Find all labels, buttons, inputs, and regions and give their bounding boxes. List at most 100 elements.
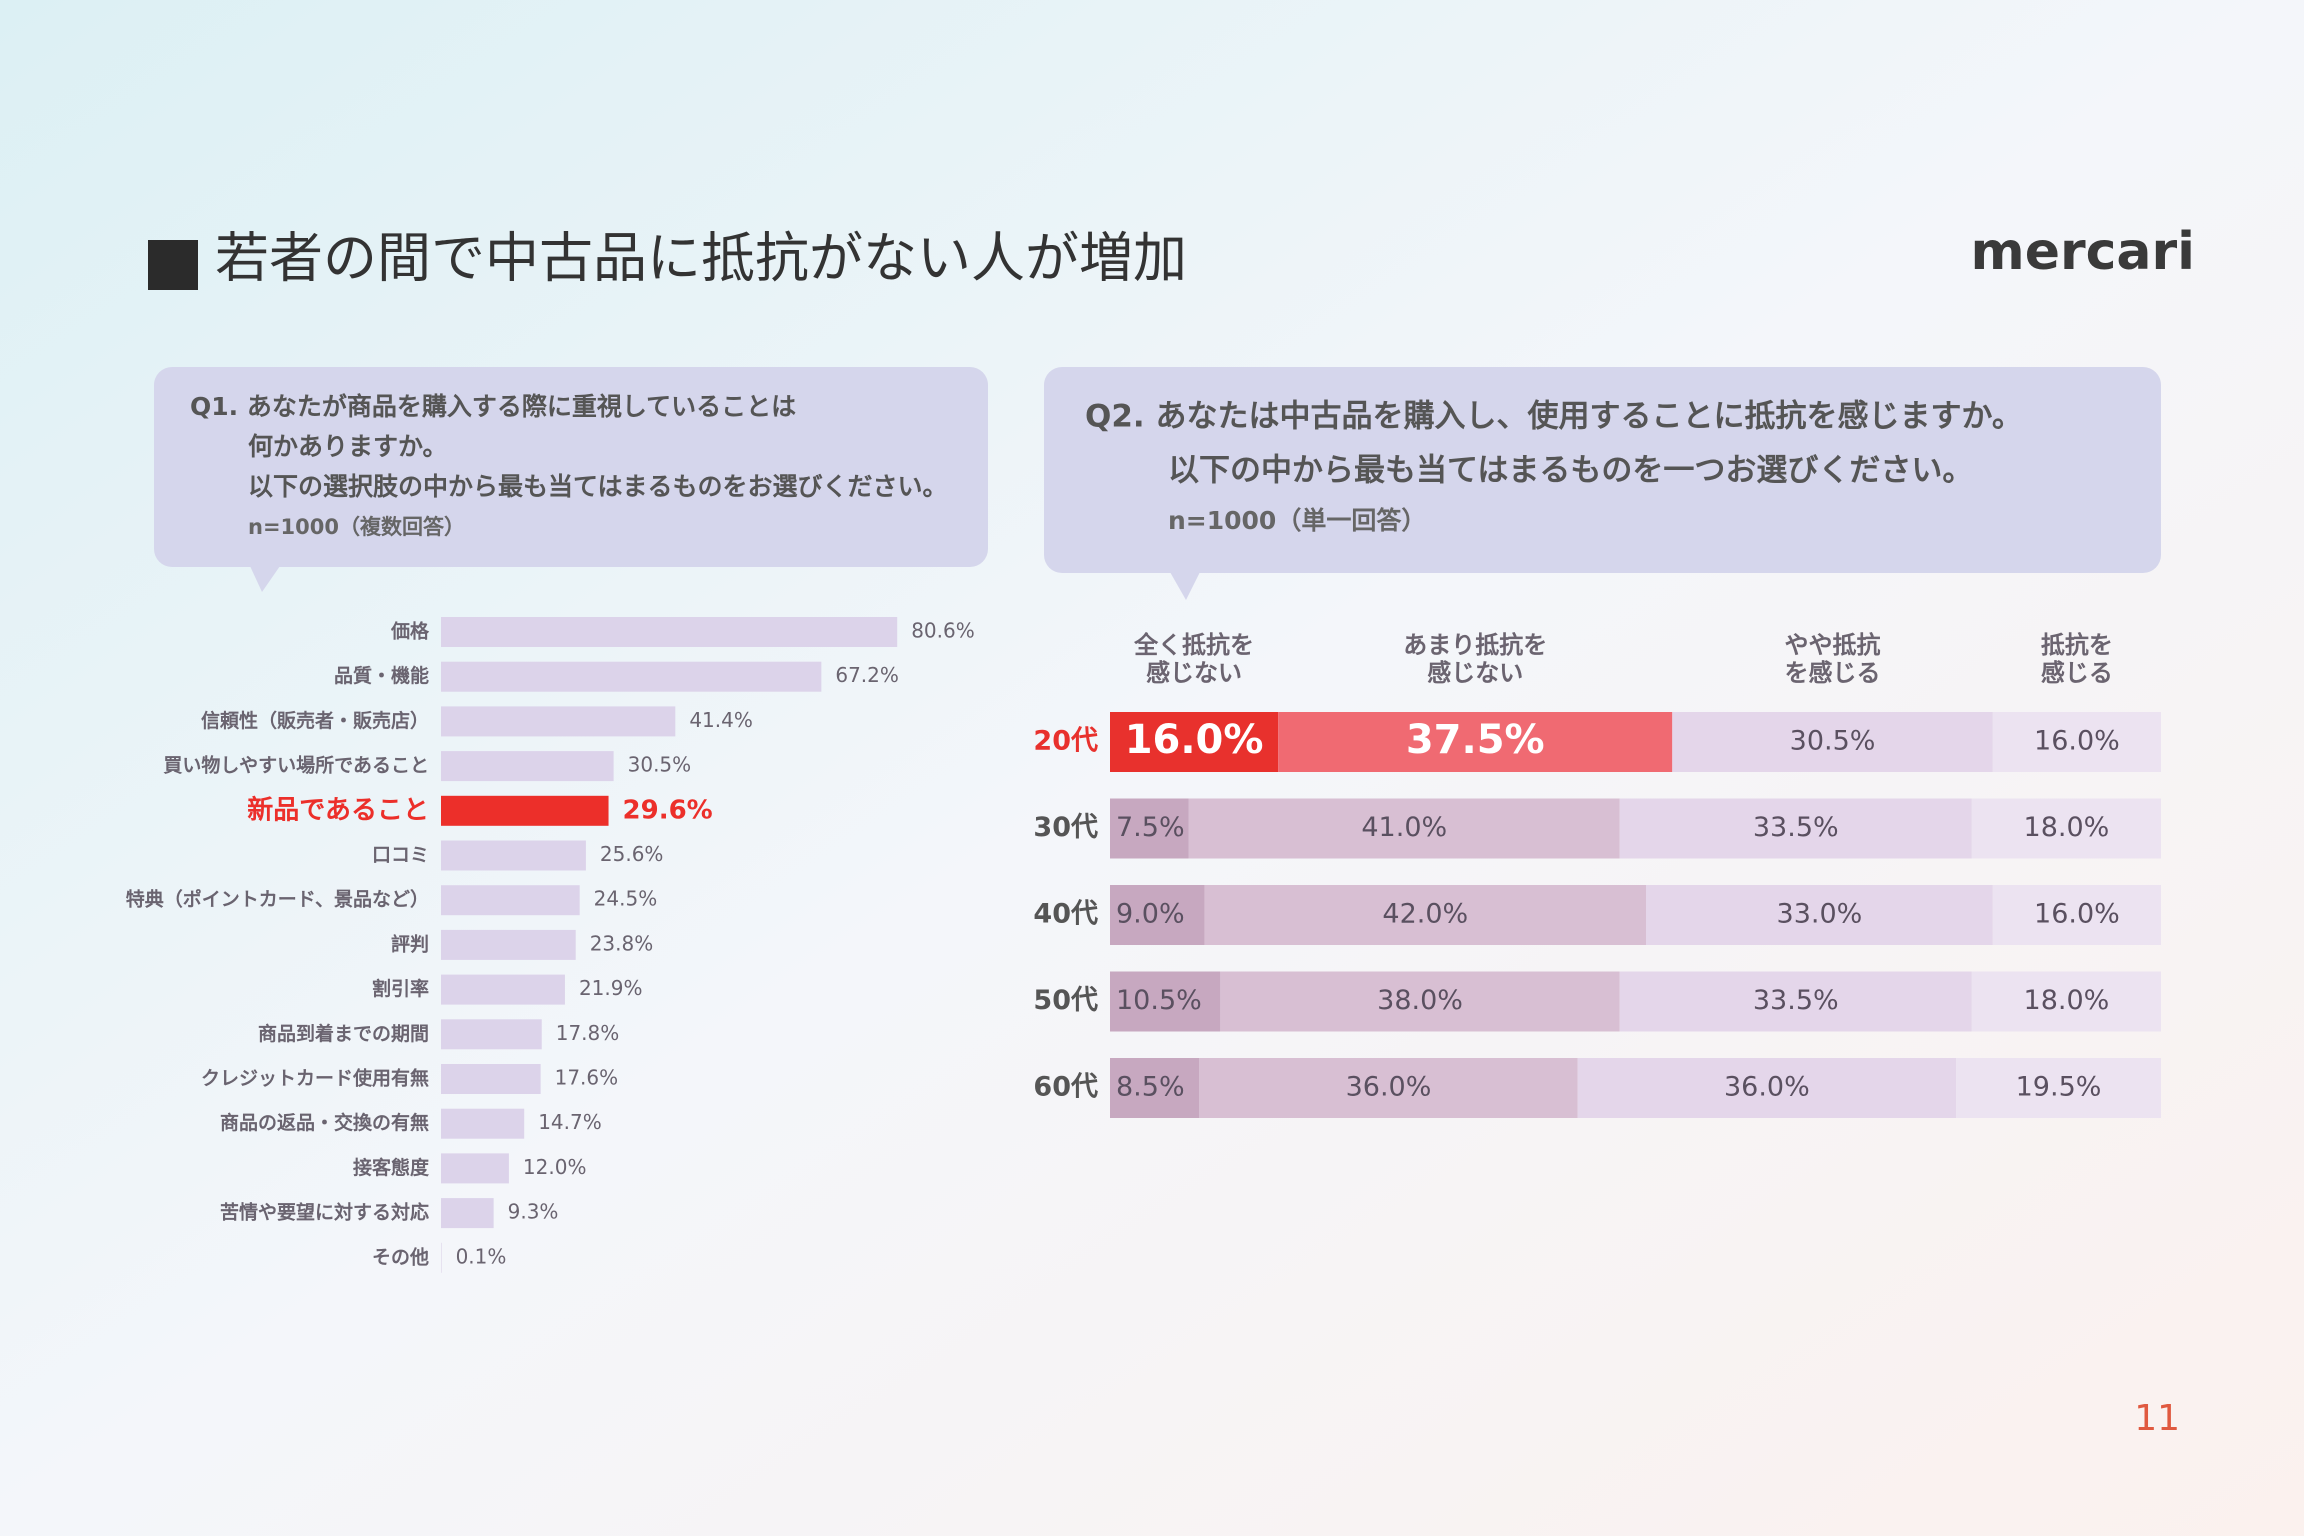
segment: [1204, 885, 1647, 945]
value-label: 9.3%: [508, 1200, 559, 1224]
category-label: 特典（ポイントカード、景品など）: [126, 888, 429, 911]
value-label: 14.7%: [538, 1110, 602, 1134]
value-label: 29.6%: [623, 795, 713, 825]
value-label: 33.5%: [1753, 985, 1839, 1016]
q2-pointer: [1170, 572, 1200, 600]
logo: mercari: [1971, 222, 2195, 282]
bar: [441, 1019, 542, 1050]
sample-note: n=1000（単一回答）: [1168, 506, 1426, 535]
title-square: [148, 240, 198, 290]
segment: [1619, 971, 1972, 1032]
value-label: 16.0%: [2034, 899, 2120, 930]
legend-item: 全く抵抗を感じない: [1134, 632, 1255, 687]
segment: [1110, 885, 1205, 945]
bar: [441, 885, 580, 916]
page-number: 11: [2134, 1398, 2180, 1439]
category-label: 品質・機能: [334, 664, 429, 687]
value-label: 38.0%: [1377, 985, 1463, 1016]
question-line: 以下の選択肢の中から最も当てはまるものをお選びください。: [248, 472, 948, 501]
category-label: 口コミ: [372, 844, 429, 866]
bar: [441, 1108, 525, 1139]
value-label: 42.0%: [1382, 899, 1468, 930]
category-label: 商品の返品・交換の有無: [220, 1111, 429, 1134]
bar: [441, 1064, 541, 1094]
bar: [441, 795, 609, 826]
segment: [1672, 712, 1993, 772]
segment: [1619, 798, 1972, 859]
category-label: 60代: [1033, 1072, 1098, 1103]
segment: [1956, 1058, 2161, 1118]
bar: [441, 1198, 494, 1229]
value-label: 30.5%: [1790, 726, 1876, 757]
value-label: 7.5%: [1116, 812, 1185, 843]
legend-item: あまり抵抗を感じない: [1403, 632, 1548, 687]
value-label: 16.0%: [1125, 717, 1264, 763]
category-label: 割引率: [372, 977, 429, 1000]
category-label: 買い物しやすい場所であること: [163, 754, 429, 777]
value-label: 0.1%: [456, 1244, 507, 1268]
segment: [1110, 798, 1189, 859]
bar: [441, 617, 898, 647]
category-label: 接客態度: [353, 1156, 430, 1179]
value-label: 19.5%: [2016, 1072, 2102, 1103]
value-label: 33.5%: [1753, 812, 1839, 843]
value-label: 17.8%: [556, 1021, 620, 1045]
segment: [1992, 712, 2161, 772]
segment: [1110, 712, 1279, 772]
bar: [441, 751, 614, 782]
category-label: その他: [372, 1245, 429, 1268]
segment: [1110, 971, 1221, 1032]
segment: [1220, 971, 1620, 1032]
value-label: 41.4%: [689, 708, 753, 732]
q1-pointer: [250, 566, 280, 592]
legend-item: やや抵抗を感じる: [1784, 632, 1881, 687]
legend-item-box: 抵抗を感じる: [2040, 632, 2113, 687]
segment: [1971, 798, 2161, 859]
value-label: 12.0%: [523, 1155, 587, 1179]
category-label: 20代: [1033, 726, 1098, 757]
category-label: 評判: [391, 932, 429, 955]
segment: [1110, 1058, 1200, 1118]
bar: [441, 1153, 509, 1184]
value-label: 30.5%: [628, 753, 692, 777]
value-label: 23.8%: [590, 931, 654, 955]
category-label: 50代: [1033, 985, 1098, 1016]
value-label: 9.0%: [1116, 899, 1185, 930]
category-label: 新品であること: [247, 794, 429, 825]
slide-title: 若者の間で中古品に抵抗がない人が増加: [215, 227, 1187, 290]
value-label: 37.5%: [1406, 717, 1545, 763]
question-line: Q1. あなたが商品を購入する際に重視していることは: [190, 392, 796, 421]
value-label: 16.0%: [2034, 726, 2120, 757]
bar: [441, 661, 822, 692]
value-label: 21.9%: [579, 976, 643, 1000]
legend-item: 抵抗を感じる: [2040, 632, 2113, 687]
value-label: 24.5%: [594, 887, 658, 911]
question-line: 以下の中から最も当てはまるものを一つお選びください。: [1168, 453, 1973, 489]
q2-box: [1044, 367, 2161, 573]
bar: [441, 840, 586, 871]
chart-q2: Q2. あなたは中古品を購入し、使用することに抵抗を感じますか。以下の中から最も…: [1033, 399, 2161, 1118]
segment: [1971, 971, 2161, 1032]
segment: [1646, 885, 1993, 945]
category-label: 価格: [390, 620, 430, 643]
sample-note: n=1000（複数回答）: [248, 515, 465, 539]
category-label: クレジットカード使用有無: [201, 1067, 429, 1090]
value-label: 18.0%: [2024, 985, 2110, 1016]
bar: [441, 974, 565, 1005]
category-label: 苦情や要望に対する対応: [220, 1201, 429, 1224]
value-label: 10.5%: [1116, 985, 1202, 1016]
segment: [1278, 712, 1673, 772]
q1-box: [154, 367, 988, 567]
bar: [441, 706, 676, 737]
segment: [1188, 798, 1620, 859]
legend-item-box: やや抵抗を感じる: [1784, 632, 1881, 687]
question-line: 何かありますか。: [248, 432, 448, 461]
segment: [1577, 1058, 1957, 1118]
category-label: 商品到着までの期間: [258, 1022, 429, 1045]
bar: [441, 929, 576, 960]
value-label: 18.0%: [2024, 812, 2110, 843]
category-label: 30代: [1033, 812, 1098, 843]
value-label: 25.6%: [600, 842, 664, 866]
value-label: 41.0%: [1361, 812, 1447, 843]
